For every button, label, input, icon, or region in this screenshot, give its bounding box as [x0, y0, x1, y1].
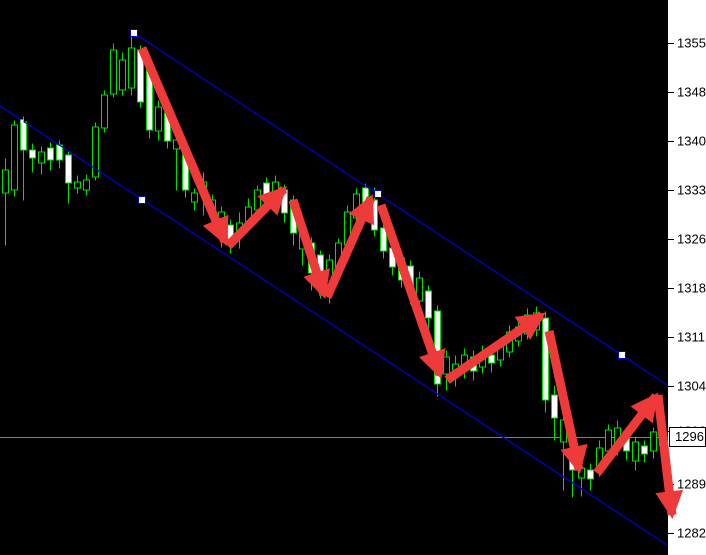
candle-body-bull — [416, 277, 423, 302]
candle — [47, 142, 54, 171]
axis-tick-label: 1311. — [677, 330, 706, 345]
candle-body-bull — [605, 429, 612, 452]
candle-body-bull — [353, 193, 360, 219]
candle-body-bull — [101, 94, 108, 129]
trend-arrow[interactable] — [322, 194, 376, 299]
trend-arrow[interactable] — [544, 330, 588, 475]
channel-upper-trendline[interactable] — [133, 32, 668, 386]
candle-body-bear — [47, 147, 54, 161]
axis-tick-label: 1333. — [677, 183, 706, 198]
trend-arrow[interactable] — [444, 311, 546, 384]
trend-arrow[interactable] — [224, 185, 288, 250]
candle — [551, 385, 558, 441]
axis-tick-label: 1340. — [677, 134, 706, 149]
candle-body-bear — [29, 149, 36, 159]
candle — [2, 158, 9, 246]
candle-body-bear — [641, 445, 648, 455]
trend-arrows — [137, 46, 684, 520]
candle-body-bull — [110, 49, 117, 95]
candle — [38, 146, 45, 175]
bid-price-label: 1296. — [669, 427, 706, 447]
candle-body-bear — [263, 182, 270, 198]
candle — [128, 36, 135, 96]
trendline-anchor-handle[interactable] — [138, 196, 146, 204]
candle — [155, 100, 162, 141]
candle-body-bull — [191, 192, 198, 203]
candle-body-bull — [443, 356, 450, 375]
candle-body-bull — [38, 151, 45, 164]
candle-body-bull — [632, 441, 639, 462]
candle-body-bull — [155, 106, 162, 132]
trendline-anchor-handle[interactable] — [130, 29, 138, 37]
candle-body-bull — [11, 124, 18, 191]
axis-tick-label: 1355. — [677, 36, 706, 51]
candle-body-bear — [587, 469, 594, 480]
candle — [380, 222, 387, 259]
candle-body-bull — [119, 59, 126, 91]
candle — [92, 122, 99, 181]
trend-arrow[interactable] — [376, 203, 446, 379]
candle — [83, 174, 90, 196]
axis-tick-label: 1282. — [677, 526, 706, 541]
candle-body-bull — [650, 431, 657, 452]
trendline-anchor-handle[interactable] — [618, 351, 626, 359]
candle-body-bull — [254, 189, 261, 211]
axis-tick-label: 1348. — [677, 85, 706, 100]
trendline-dot-handle[interactable] — [20, 119, 24, 123]
axis-tick-label: 1304. — [677, 379, 706, 394]
candle-body-bull — [2, 169, 9, 194]
candle-body-bear — [551, 394, 558, 419]
candle-body-bull — [83, 179, 90, 191]
candle-body-bear — [542, 317, 549, 401]
candle — [542, 311, 549, 413]
candle — [119, 52, 126, 96]
candle — [191, 188, 198, 211]
candle-body-bull — [74, 181, 81, 189]
candle — [11, 120, 18, 197]
candle — [110, 43, 117, 98]
candle — [101, 90, 108, 133]
trend-arrow[interactable] — [653, 394, 684, 520]
candle-body-bear — [380, 227, 387, 252]
axis-tick-label: 1318. — [677, 281, 706, 296]
candle — [632, 436, 639, 471]
trend-arrow[interactable] — [593, 392, 660, 476]
candle — [74, 175, 81, 194]
trend-arrow[interactable] — [137, 46, 230, 246]
trendline-anchor-handle[interactable] — [374, 190, 382, 198]
candle — [650, 427, 657, 459]
channel-lower-trendline[interactable] — [0, 105, 668, 546]
candle-body-bull — [128, 47, 135, 89]
candle — [29, 143, 36, 173]
price-axis — [668, 0, 706, 555]
candle-body-bear — [425, 290, 432, 319]
candle-body-bull — [92, 126, 99, 178]
trend-arrow[interactable] — [288, 198, 330, 299]
candle — [425, 285, 432, 333]
candle — [65, 150, 72, 204]
candle — [641, 440, 648, 463]
axis-tick-label: 1289. — [677, 477, 706, 492]
candle-body-bear — [20, 121, 27, 151]
axis-tick-label: 1326. — [677, 232, 706, 247]
candle — [587, 463, 594, 491]
candle-body-bear — [65, 154, 72, 184]
